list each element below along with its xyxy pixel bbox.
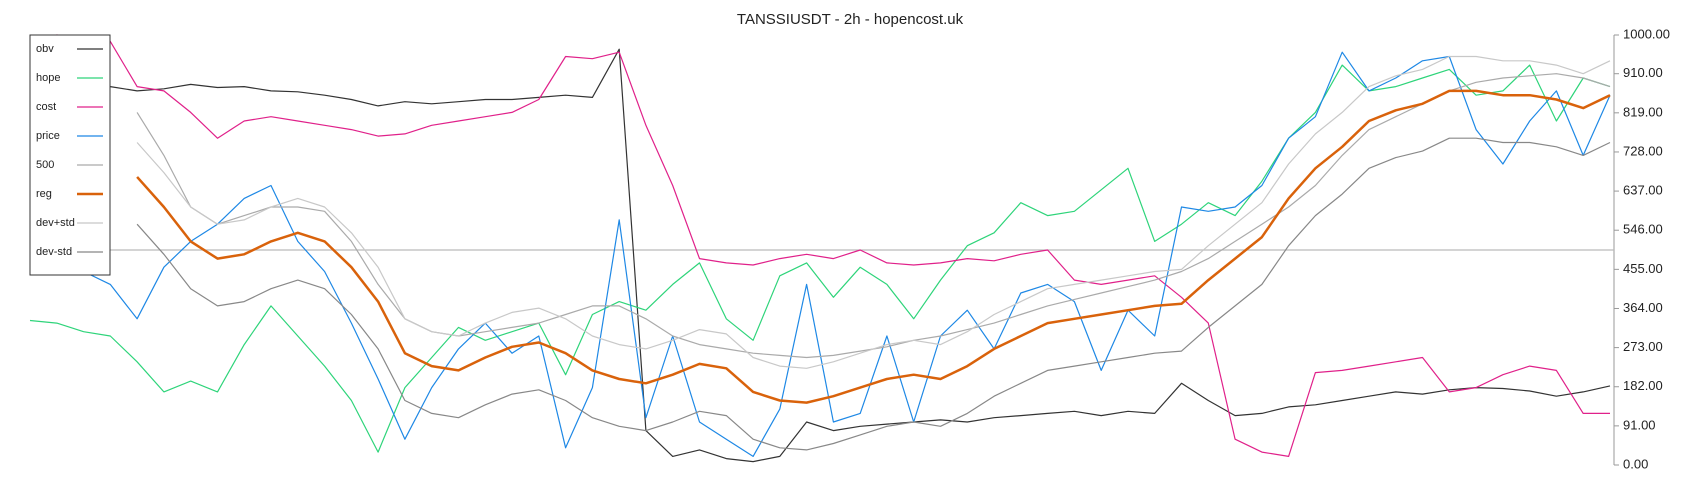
y-tick-label: 728.00 [1623,143,1663,158]
y-tick-label: 546.00 [1623,222,1663,237]
legend-box [29,34,111,276]
series-line [136,73,1611,359]
legend-label: hope [36,72,60,84]
series-line [29,51,1611,457]
y-tick-label: 637.00 [1623,183,1663,198]
legend-label: 500 [36,159,54,171]
legend-label: dev-std [36,246,72,258]
y-tick-label: 182.00 [1623,378,1663,393]
y-tick-label: 910.00 [1623,65,1663,80]
chart-title: TANSSIUSDT - 2h - hopencost.uk [737,11,964,28]
legend-label: reg [36,188,52,200]
legend-label: dev+std [36,217,75,229]
y-tick-label: 1000.00 [1623,26,1670,41]
series-line [136,55,1611,369]
y-tick-label: 0.00 [1623,456,1648,471]
y-tick-label: 364.00 [1623,300,1663,315]
series-line [136,137,1611,451]
y-tick-label: 273.00 [1623,339,1663,354]
legend-label: cost [36,101,56,113]
legend-label: obv [36,43,54,55]
legend-label: price [36,130,60,142]
legend: obv hope cost price 500 reg dev+std dev-std [29,34,111,276]
y-tick-label: 455.00 [1623,261,1663,276]
series-line [29,64,1611,453]
series-line [29,34,1610,457]
y-tick-label: 91.00 [1623,417,1656,432]
series-line [29,48,1611,463]
series-line [136,89,1611,404]
y-tick-label: 819.00 [1623,104,1663,119]
